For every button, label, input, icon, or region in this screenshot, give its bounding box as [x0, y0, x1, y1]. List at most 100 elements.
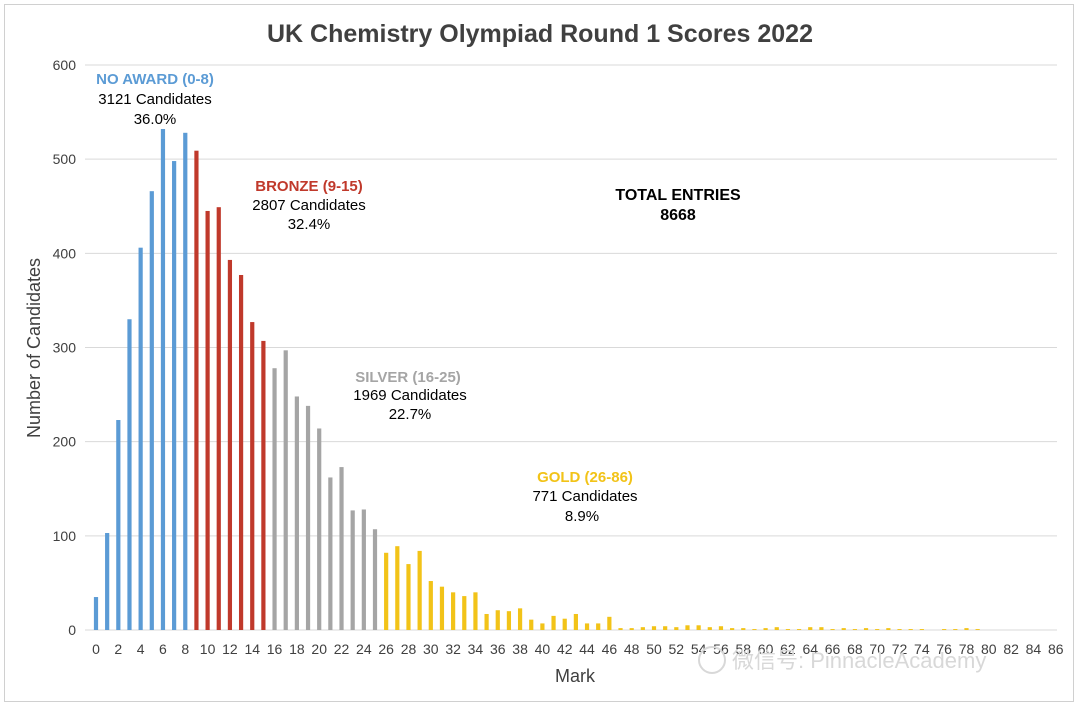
x-tick-label: 30 [423, 641, 439, 657]
bar-mark-29 [417, 550, 422, 630]
x-tick-label: 38 [512, 641, 528, 657]
bar-mark-77 [953, 629, 958, 630]
bar-mark-1 [105, 533, 110, 630]
x-tick-label: 76 [936, 641, 952, 657]
bar-mark-14 [250, 322, 255, 630]
x-tick-label: 70 [869, 641, 885, 657]
x-tick-label: 12 [222, 641, 238, 657]
y-tick-label: 300 [53, 340, 77, 356]
bar-mark-9 [194, 150, 199, 630]
y-tick-label: 600 [53, 57, 77, 73]
bar-mark-40 [540, 623, 545, 630]
x-tick-label: 44 [579, 641, 595, 657]
x-tick-label: 28 [401, 641, 417, 657]
gold-heading: GOLD (26-86) [537, 469, 633, 486]
bar-mark-13 [238, 274, 244, 630]
no-award-candidates: 3121 Candidates [98, 91, 211, 108]
x-tick-label: 32 [445, 641, 461, 657]
annotation-bronze: BRONZE (9-15) 2807 Candidates 32.4% [252, 178, 365, 233]
bar-mark-49 [640, 627, 645, 630]
bar-mark-41 [551, 615, 556, 631]
x-tick-label: 14 [244, 641, 260, 657]
bar-mark-21 [328, 477, 333, 630]
x-tick-label: 80 [981, 641, 997, 657]
bar-mark-31 [439, 586, 445, 630]
x-tick-label: 64 [802, 641, 818, 657]
x-tick-label: 10 [200, 641, 216, 657]
x-tick-label: 22 [334, 641, 350, 657]
bronze-percent: 32.4% [288, 216, 331, 233]
bar-mark-18 [294, 396, 299, 630]
x-axis-ticks: 0 2 4 6 8 10 12 14 16 18 20 22 24 26 28 30 32 34 36 38 40 42 4… [92, 641, 1064, 657]
bar-mark-33 [462, 596, 467, 630]
bar-mark-7 [172, 161, 177, 631]
y-axis-ticks: 0 100 200 300 400 500 600 [53, 57, 77, 638]
bar-mark-78 [964, 628, 969, 630]
x-tick-label: 54 [691, 641, 707, 657]
x-tick-label: 6 [159, 641, 167, 657]
x-tick-label: 62 [780, 641, 796, 657]
bar-mark-65 [819, 627, 824, 630]
bar-mark-79 [975, 629, 980, 630]
y-axis-label: Number of Candidates [24, 258, 44, 438]
x-tick-label: 8 [181, 641, 189, 657]
bar-mark-32 [451, 592, 456, 630]
annotation-silver: SILVER (16-25) 1969 Candidates 22.7% [353, 369, 466, 423]
x-tick-label: 72 [892, 641, 908, 657]
bar-mark-20 [317, 428, 322, 630]
bar-mark-61 [774, 627, 779, 630]
silver-candidates: 1969 Candidates [353, 387, 466, 404]
bar-mark-50 [651, 626, 657, 630]
bar-mark-58 [741, 628, 746, 630]
bar-mark-12 [227, 259, 233, 630]
bar-mark-46 [607, 616, 612, 630]
bar-mark-28 [406, 564, 411, 630]
x-tick-label: 18 [289, 641, 305, 657]
bar-mark-2 [116, 420, 121, 630]
bar-mark-59 [752, 629, 757, 630]
bar-mark-73 [908, 629, 913, 630]
bar-mark-55 [707, 627, 712, 630]
bar-mark-37 [506, 611, 512, 630]
bar-mark-69 [863, 628, 869, 630]
y-tick-label: 500 [53, 151, 77, 167]
bar-mark-27 [395, 546, 400, 630]
bar-mark-43 [573, 613, 578, 630]
annotation-total: TOTAL ENTRIES 8668 [615, 187, 741, 224]
y-tick-label: 0 [68, 622, 76, 638]
x-tick-label: 48 [624, 641, 640, 657]
bronze-heading: BRONZE (9-15) [255, 178, 363, 195]
bar-mark-64 [808, 627, 813, 630]
x-tick-label: 68 [847, 641, 863, 657]
bar-mark-19 [305, 405, 311, 630]
bar-mark-22 [339, 467, 344, 630]
bar-mark-53 [685, 625, 690, 630]
bars [93, 129, 980, 631]
bar-mark-34 [473, 592, 478, 630]
bar-mark-45 [596, 623, 601, 630]
annotation-gold: GOLD (26-86) 771 Candidates 8.9% [532, 469, 637, 525]
x-tick-label: 78 [959, 641, 975, 657]
bar-mark-72 [897, 629, 902, 630]
bar-mark-4 [138, 247, 143, 630]
x-tick-label: 56 [713, 641, 729, 657]
bar-mark-76 [942, 629, 947, 630]
x-tick-label: 50 [646, 641, 662, 657]
x-tick-label: 42 [557, 641, 573, 657]
x-tick-label: 40 [535, 641, 551, 657]
x-tick-label: 60 [758, 641, 774, 657]
x-tick-label: 86 [1048, 641, 1064, 657]
y-tick-label: 100 [53, 528, 77, 544]
bar-mark-38 [517, 608, 523, 630]
bar-mark-30 [428, 581, 433, 630]
no-award-percent: 36.0% [134, 111, 177, 128]
gridlines [85, 64, 1057, 631]
bar-mark-67 [841, 628, 846, 630]
x-tick-label: 82 [1003, 641, 1019, 657]
x-tick-label: 66 [825, 641, 841, 657]
bar-mark-71 [886, 628, 891, 630]
bar-mark-25 [372, 529, 378, 630]
bar-mark-36 [495, 610, 500, 630]
bar-mark-66 [830, 629, 835, 630]
bar-mark-60 [763, 628, 768, 630]
